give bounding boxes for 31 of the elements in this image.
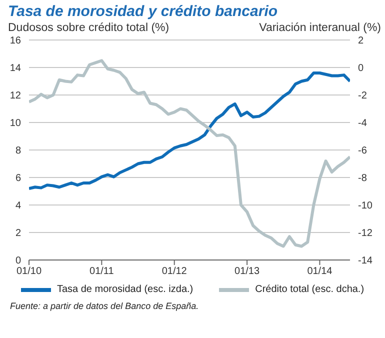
y-tick-label: 12	[10, 90, 22, 102]
legend-label: Crédito total (esc. dcha.)	[255, 284, 364, 295]
y-tick-label: 2	[15, 228, 22, 240]
y2-tick-label: -6	[358, 146, 368, 157]
y2-tick-label: 2	[358, 36, 364, 47]
y2-axis-title: Variación interanual (%)	[259, 22, 381, 34]
legend-label: Tasa de morosidad (esc. izda.)	[56, 284, 194, 295]
y2-tick-label: 0	[358, 63, 364, 74]
y2-tick-label: -4	[358, 118, 368, 130]
x-tick-label: 01/11	[90, 266, 114, 278]
y2-tick-label: -10	[358, 200, 373, 212]
x-tick-label: 01/13	[234, 266, 260, 278]
y-tick-label: 14	[10, 63, 22, 74]
x-tick-label: 01/12	[162, 266, 188, 278]
y2-tick-label: -8	[358, 173, 368, 184]
x-tick-label: 01/10	[16, 266, 42, 278]
line-series	[29, 72, 350, 190]
y2-tick-label: -14	[358, 256, 373, 267]
line-series	[29, 59, 350, 248]
y2-tick-label: -12	[358, 228, 373, 240]
y-tick-label: 0	[15, 256, 22, 267]
y2-tick-label: -2	[358, 90, 368, 102]
x-tick-label: 01/14	[307, 266, 333, 278]
y-axis-title: Dudosos sobre crédito total (%)	[8, 22, 170, 34]
y-tick-label: 8	[15, 146, 22, 157]
chart-title: Tasa de morosidad y crédito bancario	[7, 2, 279, 20]
source-note: Fuente: a partir de datos del Banco de España.	[9, 300, 200, 311]
y-tick-label: 6	[15, 173, 22, 184]
y-tick-label: 16	[10, 36, 22, 47]
y-tick-label: 10	[10, 118, 22, 130]
y-tick-label: 4	[15, 200, 22, 212]
